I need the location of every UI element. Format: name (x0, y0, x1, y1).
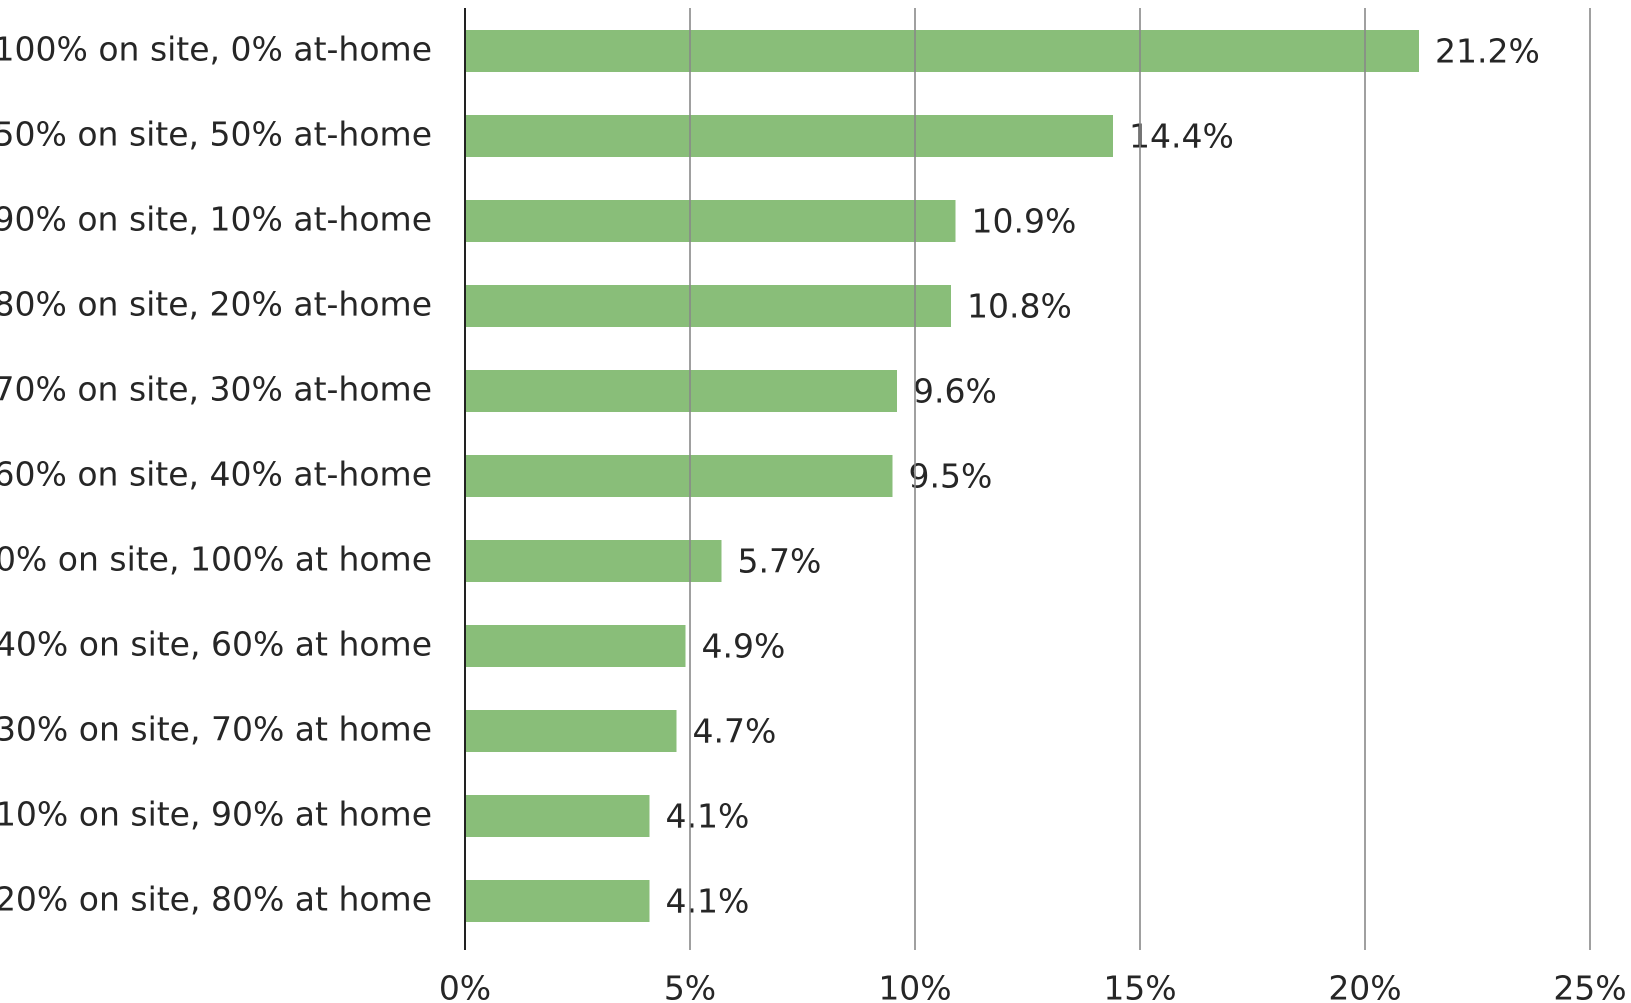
bar (465, 455, 893, 497)
y-tick-label: 40% on site, 60% at home (0, 625, 432, 664)
x-tick-label: 20% (1328, 969, 1401, 1003)
value-label: 21.2% (1435, 32, 1540, 71)
value-label: 9.6% (913, 372, 997, 411)
y-tick-label: 0% on site, 100% at home (0, 540, 432, 579)
y-tick-label: 30% on site, 70% at home (0, 710, 432, 749)
y-tick-label: 50% on site, 50% at-home (0, 115, 432, 154)
bar (465, 200, 956, 242)
bar (465, 540, 722, 582)
y-tick-label: 100% on site, 0% at-home (0, 30, 432, 69)
y-tick-label: 60% on site, 40% at-home (0, 455, 432, 494)
bar (465, 710, 677, 752)
value-label: 14.4% (1129, 117, 1234, 156)
value-label: 4.7% (693, 712, 777, 751)
bar (465, 115, 1113, 157)
bar (465, 625, 686, 667)
y-tick-label: 10% on site, 90% at home (0, 795, 432, 834)
y-tick-label: 80% on site, 20% at-home (0, 285, 432, 324)
y-tick-label: 20% on site, 80% at home (0, 880, 432, 919)
x-tick-label: 5% (664, 969, 716, 1003)
value-label: 4.1% (666, 797, 750, 836)
bar (465, 795, 650, 837)
x-tick-label: 25% (1553, 969, 1626, 1003)
bar (465, 30, 1419, 72)
value-label: 4.9% (702, 627, 786, 666)
x-tick-label: 15% (1103, 969, 1176, 1003)
x-tick-label: 0% (439, 969, 491, 1003)
bar (465, 370, 897, 412)
value-label: 5.7% (738, 542, 822, 581)
value-label: 9.5% (909, 457, 993, 496)
y-tick-label: 90% on site, 10% at-home (0, 200, 432, 239)
y-tick-label: 70% on site, 30% at-home (0, 370, 432, 409)
value-label: 10.9% (972, 202, 1077, 241)
value-label: 4.1% (666, 882, 750, 921)
value-label: 10.8% (967, 287, 1072, 326)
bar (465, 880, 650, 922)
bar (465, 285, 951, 327)
x-tick-label: 10% (878, 969, 951, 1003)
